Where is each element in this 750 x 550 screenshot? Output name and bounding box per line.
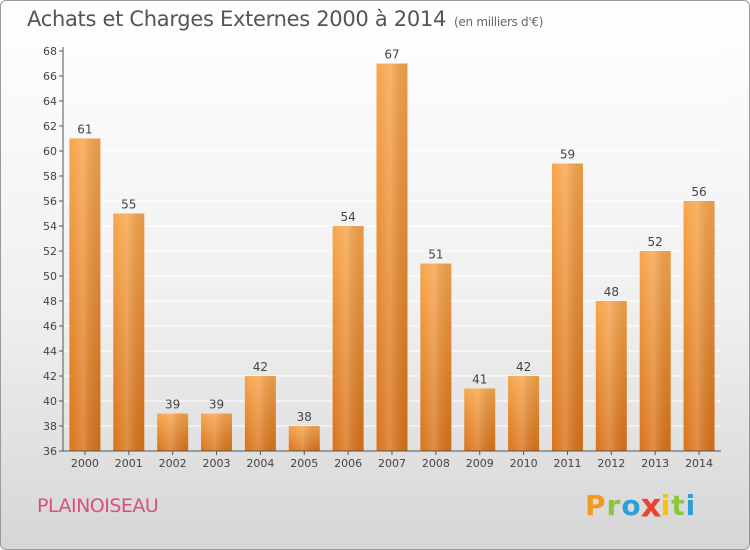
data-label: 42 [516, 360, 531, 374]
x-tick-label: 2001 [115, 457, 143, 470]
x-tick-label: 2003 [203, 457, 231, 470]
logo-letter: o [621, 489, 642, 522]
bar-shine-2011 [551, 163, 583, 451]
logo-letter: i [660, 489, 672, 522]
data-label: 42 [253, 360, 268, 374]
y-tick-label: 56 [43, 195, 57, 208]
y-tick-label: 62 [43, 120, 57, 133]
bar-shine-2005 [288, 426, 320, 451]
data-label: 41 [472, 373, 487, 387]
y-tick-label: 66 [43, 70, 57, 83]
y-tick-label: 38 [43, 420, 57, 433]
bar-shine-2010 [508, 376, 540, 451]
logo-letter: P [585, 489, 607, 522]
y-tick-label: 36 [43, 445, 57, 458]
x-tick-label: 2007 [378, 457, 406, 470]
chart-unit: (en milliers d'€) [454, 15, 544, 29]
y-tick-label: 42 [43, 370, 57, 383]
y-tick-label: 50 [43, 270, 57, 283]
bar-shine-2014 [683, 201, 715, 451]
bar-shine-2008 [420, 263, 452, 451]
bar-shine-2003 [201, 413, 233, 451]
x-tick-label: 2005 [290, 457, 318, 470]
bar-shine-2002 [157, 413, 189, 451]
bar-shine-2013 [639, 251, 671, 451]
bar-shine-2007 [376, 63, 408, 451]
x-tick-label: 2013 [641, 457, 669, 470]
bar-shine-2000 [69, 138, 101, 451]
y-tick-label: 68 [43, 45, 57, 58]
y-tick-label: 64 [43, 95, 57, 108]
y-tick-label: 48 [43, 295, 57, 308]
data-label: 38 [297, 410, 312, 424]
data-label: 39 [165, 398, 180, 412]
bars [69, 63, 715, 451]
data-label: 39 [209, 398, 224, 412]
bar-shine-2012 [595, 301, 627, 451]
data-label: 55 [121, 198, 136, 212]
bar-shine-2009 [464, 388, 496, 451]
y-tick-label: 40 [43, 395, 57, 408]
x-tick-label: 2014 [685, 457, 713, 470]
x-tick-label: 2012 [597, 457, 625, 470]
x-tick-label: 2004 [246, 457, 274, 470]
data-label: 61 [77, 123, 92, 137]
y-tick-label: 44 [43, 345, 57, 358]
bar-shine-2001 [113, 213, 145, 451]
y-tick-label: 60 [43, 145, 57, 158]
logo-letter: r [606, 489, 622, 522]
x-tick-label: 2008 [422, 457, 450, 470]
data-label: 52 [648, 235, 663, 249]
x-tick-label: 2009 [466, 457, 494, 470]
chart-title-text: Achats et Charges Externes 2000 à 2014 [27, 7, 447, 31]
y-tick-label: 52 [43, 245, 57, 258]
data-label: 51 [428, 248, 443, 262]
x-tick-labels: 2000 2001 2002 2003 2004 2005 2006 2007 2008 2009… [71, 451, 713, 470]
chart-title: Achats et Charges Externes 2000 à 2014 (e… [27, 7, 543, 31]
data-label: 56 [691, 185, 706, 199]
data-label: 59 [560, 148, 575, 162]
x-tick-label: 2010 [510, 457, 538, 470]
y-tick-labels: 36 38 40 42 44 46 48 50 52 54 56 58 60 62 64 66 68 [43, 45, 57, 458]
y-tick-label: 54 [43, 220, 57, 233]
data-label: 48 [604, 285, 619, 299]
data-labels: 61 55 39 39 42 38 54 67 51 41 42 59 48 52 56 [77, 48, 706, 425]
proxiti-logo: Proxiti [585, 486, 697, 525]
logo-letter: t [671, 489, 686, 522]
data-label: 54 [340, 210, 355, 224]
city-name: PLAINOISEAU [37, 495, 159, 517]
x-tick-label: 2000 [71, 457, 99, 470]
bar-shine-2004 [244, 376, 276, 451]
x-tick-label: 2011 [553, 457, 581, 470]
y-tick-label: 46 [43, 320, 57, 333]
bar-shine-2006 [332, 226, 364, 451]
x-tick-label: 2002 [159, 457, 187, 470]
logo-letter: i [685, 489, 697, 522]
data-label: 67 [384, 48, 399, 62]
x-tick-label: 2006 [334, 457, 362, 470]
y-tick-label: 58 [43, 170, 57, 183]
logo-letter: x [640, 486, 663, 525]
